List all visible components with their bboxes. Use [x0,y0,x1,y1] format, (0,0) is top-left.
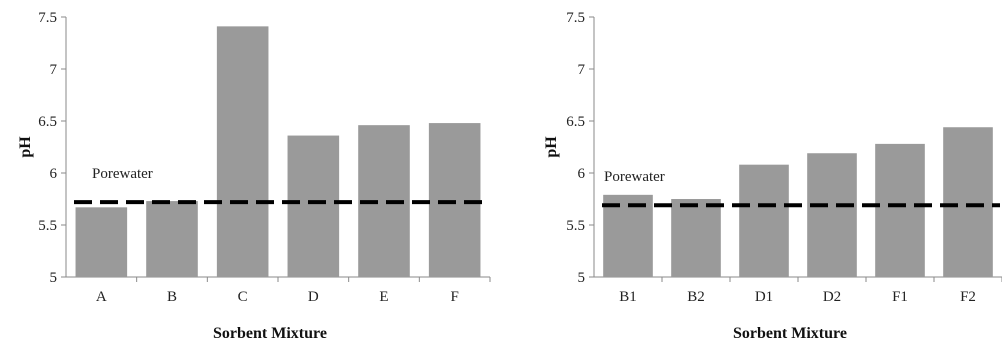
y-tick-label: 5.5 [566,218,585,234]
bar-D2 [807,153,857,277]
y-tick-label: 5.5 [38,218,57,234]
y-tick-label: 6.5 [566,114,585,130]
x-tick-label: E [379,289,388,305]
x-tick-label: C [238,289,248,305]
x-tick-label: D [308,289,319,305]
y-axis-title: pH [17,136,34,158]
bar-C [216,26,269,277]
x-tick-label: B [167,289,177,305]
y-tick-label: 5 [50,270,58,286]
y-tick-label: 7.5 [566,10,585,26]
y-tick-label: 6 [578,166,586,182]
x-tick-label: B1 [619,289,637,305]
y-axis-title: pH [543,136,560,158]
x-tick-label: D1 [755,289,773,305]
bar-D1 [739,164,789,277]
bar-A [75,207,128,277]
bar-D [287,135,340,277]
porewater-label: Porewater [92,166,153,182]
x-axis-title: Sorbent Mixture [733,325,847,342]
bar-F [428,123,481,277]
bar-B1 [603,194,653,277]
bar-F2 [943,127,993,278]
y-tick-label: 7.5 [38,10,57,26]
y-tick-label: 7 [578,62,586,78]
bar-B [146,201,198,277]
x-tick-label: A [96,289,107,305]
bar-B2 [671,199,721,277]
chart-left: 5 5.5 6 6.5 7 7.5 A B C D E F Porewater pH Sorbent Mix… [17,10,491,342]
x-tick-label: F [450,289,458,305]
chart-right: 5 5.5 6 6.5 7 7.5 B1 B2 D1 D2 F1 F2 Porewater pH Sorbe… [543,10,1002,342]
x-tick-label: D2 [823,289,841,305]
x-tick-label: B2 [687,289,705,305]
x-axis-title: Sorbent Mixture [213,325,327,342]
y-tick-label: 6.5 [38,114,57,130]
bar-F1 [875,143,925,277]
porewater-label: Porewater [604,169,665,185]
x-tick-label: F1 [892,289,908,305]
y-tick-label: 5 [578,270,586,286]
y-tick-label: 6 [50,166,58,182]
y-tick-label: 7 [50,62,58,78]
x-tick-label: F2 [960,289,976,305]
